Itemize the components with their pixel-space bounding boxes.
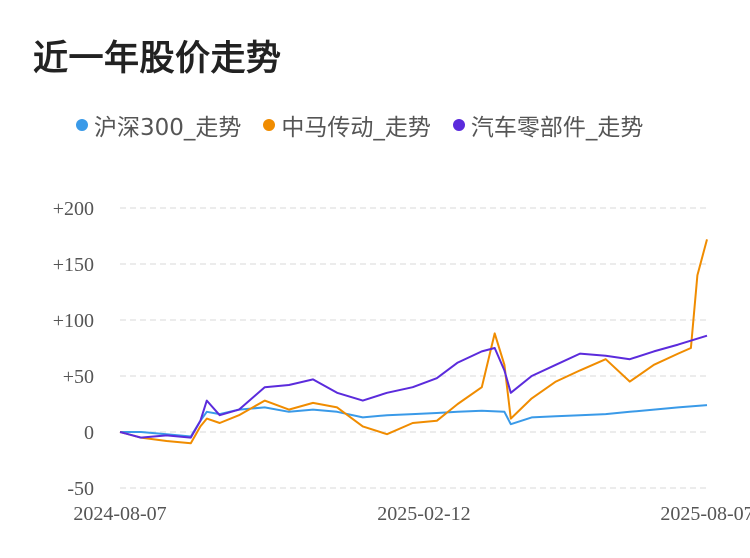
x-axis-ticks: 2024-08-07 2025-02-12 2025-08-07 <box>73 503 750 525</box>
series-line-1 <box>119 239 708 445</box>
y-tick-label: +150 <box>53 254 94 276</box>
y-tick-label: 0 <box>84 422 94 444</box>
x-tick-label: 2024-08-07 <box>73 503 166 525</box>
legend-item-autoparts[interactable]: 汽车零部件_走势 <box>452 108 644 142</box>
series-lines <box>119 239 708 445</box>
y-tick-label: +50 <box>63 366 94 388</box>
legend-dot-zhongma <box>263 119 276 131</box>
y-tick-label: +100 <box>53 310 94 332</box>
x-tick-label: 2025-02-12 <box>377 503 470 525</box>
gridlines <box>120 207 707 489</box>
y-tick-label: -50 <box>67 478 94 500</box>
legend-label-zhongma: 中马传动_走势 <box>281 115 431 141</box>
legend-dot-csi300 <box>76 119 88 131</box>
x-tick-label: 2025-08-07 <box>660 503 750 525</box>
chart-title: 近一年股价走势 <box>33 39 282 79</box>
series-line-2 <box>119 334 708 439</box>
legend-label-autoparts: 汽车零部件_走势 <box>470 115 644 141</box>
legend-item-csi300[interactable]: 沪深300_走势 <box>76 108 241 142</box>
y-tick-label: +200 <box>53 198 94 220</box>
y-axis-ticks: +200 +150 +100 +50 0 -50 <box>53 198 94 500</box>
legend-dot-autoparts <box>452 119 465 131</box>
series-line-0 <box>120 404 708 438</box>
legend-item-zhongma[interactable]: 中马传动_走势 <box>263 108 431 142</box>
legend: 沪深300_走势 中马传动_走势 汽车零部件_走势 <box>76 108 665 142</box>
legend-label-csi300: 沪深300_走势 <box>94 115 242 141</box>
